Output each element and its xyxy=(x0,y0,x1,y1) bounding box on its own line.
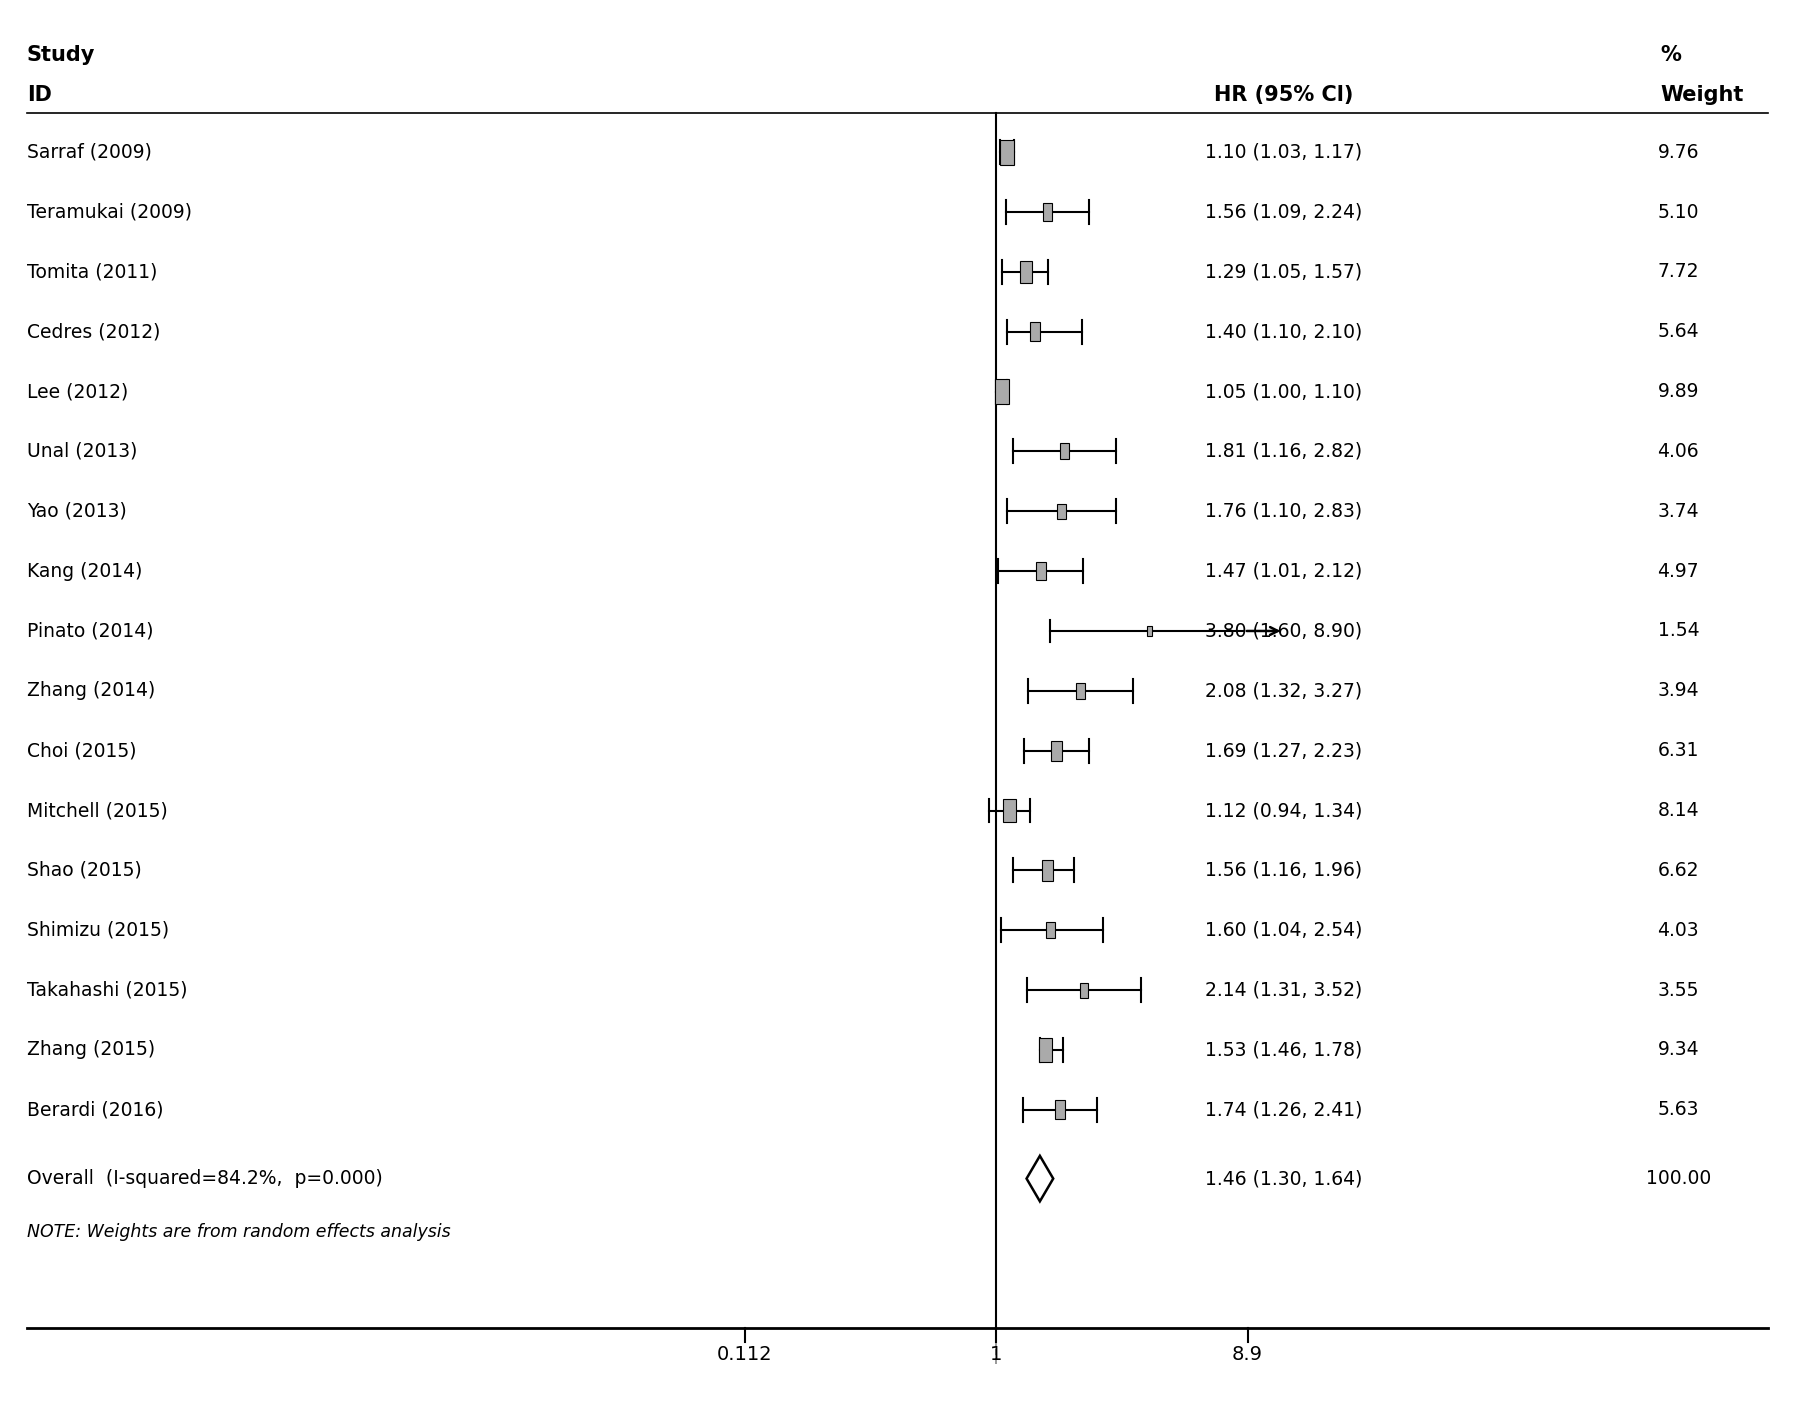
Text: 1.60 (1.04, 2.54): 1.60 (1.04, 2.54) xyxy=(1204,920,1362,940)
Text: 1.54: 1.54 xyxy=(1657,622,1700,640)
Text: %: % xyxy=(1660,45,1682,65)
Text: 5.63: 5.63 xyxy=(1657,1100,1700,1119)
Text: NOTE: Weights are from random effects analysis: NOTE: Weights are from random effects an… xyxy=(27,1223,451,1242)
Text: 2.08 (1.32, 3.27): 2.08 (1.32, 3.27) xyxy=(1204,681,1362,701)
Text: 1: 1 xyxy=(991,1345,1003,1364)
Text: Yao (2013): Yao (2013) xyxy=(27,501,127,521)
Text: 9.76: 9.76 xyxy=(1657,143,1700,161)
Text: Shao (2015): Shao (2015) xyxy=(27,861,142,879)
Text: 2.14 (1.31, 3.52): 2.14 (1.31, 3.52) xyxy=(1204,980,1362,1000)
Text: Tomita (2011): Tomita (2011) xyxy=(27,262,158,282)
Text: Berardi (2016): Berardi (2016) xyxy=(27,1100,163,1119)
Text: 3.74: 3.74 xyxy=(1657,501,1700,521)
Text: 1.69 (1.27, 2.23): 1.69 (1.27, 2.23) xyxy=(1204,741,1362,760)
Text: Choi (2015): Choi (2015) xyxy=(27,741,136,760)
Text: 1.40 (1.10, 2.10): 1.40 (1.10, 2.10) xyxy=(1204,323,1362,341)
Text: Study: Study xyxy=(27,45,95,65)
Text: 9.34: 9.34 xyxy=(1657,1041,1700,1059)
Text: 1.81 (1.16, 2.82): 1.81 (1.16, 2.82) xyxy=(1204,442,1362,462)
Text: 1.53 (1.46, 1.78): 1.53 (1.46, 1.78) xyxy=(1204,1041,1362,1059)
Text: 1.05 (1.00, 1.10): 1.05 (1.00, 1.10) xyxy=(1204,382,1362,401)
Text: 1.47 (1.01, 2.12): 1.47 (1.01, 2.12) xyxy=(1204,562,1362,581)
Text: 8.9: 8.9 xyxy=(1231,1345,1264,1364)
Text: 0.112: 0.112 xyxy=(718,1345,772,1364)
Text: 1.56 (1.16, 1.96): 1.56 (1.16, 1.96) xyxy=(1204,861,1362,879)
Text: 6.31: 6.31 xyxy=(1657,741,1700,760)
Text: 5.64: 5.64 xyxy=(1657,323,1700,341)
Text: 4.06: 4.06 xyxy=(1657,442,1700,462)
Text: Unal (2013): Unal (2013) xyxy=(27,442,136,462)
Text: 5.10: 5.10 xyxy=(1657,202,1700,221)
Text: 8.14: 8.14 xyxy=(1657,801,1700,820)
Text: Shimizu (2015): Shimizu (2015) xyxy=(27,920,169,940)
Text: 1.12 (0.94, 1.34): 1.12 (0.94, 1.34) xyxy=(1204,801,1362,820)
Text: 1.56 (1.09, 2.24): 1.56 (1.09, 2.24) xyxy=(1204,202,1362,221)
Text: Overall  (I-squared=84.2%,  p=0.000): Overall (I-squared=84.2%, p=0.000) xyxy=(27,1170,382,1188)
Text: Sarraf (2009): Sarraf (2009) xyxy=(27,143,153,161)
Text: 1.29 (1.05, 1.57): 1.29 (1.05, 1.57) xyxy=(1204,262,1362,282)
Text: Teramukai (2009): Teramukai (2009) xyxy=(27,202,192,221)
Text: Lee (2012): Lee (2012) xyxy=(27,382,127,401)
Text: Kang (2014): Kang (2014) xyxy=(27,562,142,581)
Text: 4.97: 4.97 xyxy=(1657,562,1700,581)
Text: 3.55: 3.55 xyxy=(1657,980,1700,1000)
Text: 1.10 (1.03, 1.17): 1.10 (1.03, 1.17) xyxy=(1204,143,1362,161)
Text: Pinato (2014): Pinato (2014) xyxy=(27,622,153,640)
Text: 1.74 (1.26, 2.41): 1.74 (1.26, 2.41) xyxy=(1204,1100,1362,1119)
Text: HR (95% Cl): HR (95% Cl) xyxy=(1213,85,1353,105)
Text: Weight: Weight xyxy=(1660,85,1743,105)
Text: 9.89: 9.89 xyxy=(1657,382,1700,401)
Text: Zhang (2015): Zhang (2015) xyxy=(27,1041,154,1059)
Text: 3.94: 3.94 xyxy=(1657,681,1700,701)
Text: Takahashi (2015): Takahashi (2015) xyxy=(27,980,187,1000)
Text: 1.46 (1.30, 1.64): 1.46 (1.30, 1.64) xyxy=(1204,1170,1362,1188)
Text: 3.80 (1.60, 8.90): 3.80 (1.60, 8.90) xyxy=(1204,622,1362,640)
Text: 1.76 (1.10, 2.83): 1.76 (1.10, 2.83) xyxy=(1204,501,1362,521)
Text: Mitchell (2015): Mitchell (2015) xyxy=(27,801,167,820)
Text: 4.03: 4.03 xyxy=(1657,920,1700,940)
Text: 100.00: 100.00 xyxy=(1646,1170,1711,1188)
Text: 6.62: 6.62 xyxy=(1657,861,1700,879)
Text: 7.72: 7.72 xyxy=(1657,262,1700,282)
Text: Cedres (2012): Cedres (2012) xyxy=(27,323,160,341)
Text: ID: ID xyxy=(27,85,52,105)
Text: Zhang (2014): Zhang (2014) xyxy=(27,681,154,701)
